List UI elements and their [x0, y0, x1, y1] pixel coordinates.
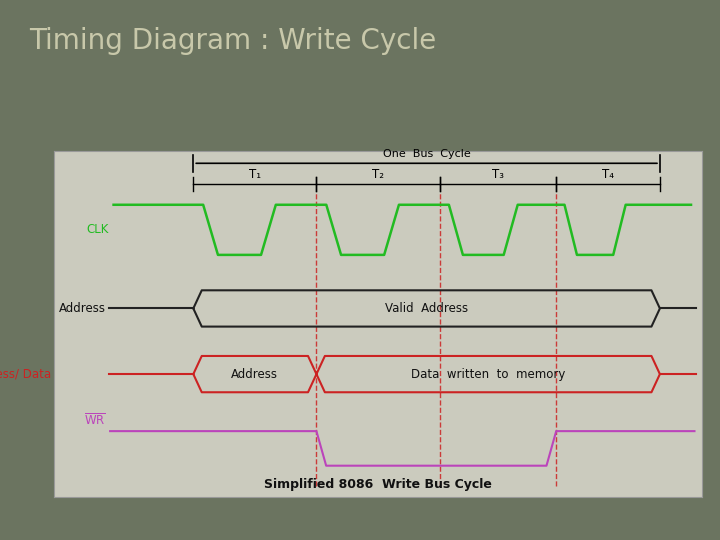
Text: T₂: T₂ [372, 168, 384, 181]
Text: Address/ Data: Address/ Data [0, 368, 50, 381]
Text: One  Bus  Cycle: One Bus Cycle [383, 149, 470, 159]
Text: Data  written  to  memory: Data written to memory [411, 368, 565, 381]
Text: Simplified 8086  Write Bus Cycle: Simplified 8086 Write Bus Cycle [264, 477, 492, 490]
Text: CLK: CLK [86, 224, 109, 237]
Text: T₃: T₃ [492, 168, 504, 181]
Text: Timing Diagram : Write Cycle: Timing Diagram : Write Cycle [29, 27, 436, 55]
Text: Address: Address [59, 302, 106, 315]
Text: T₄: T₄ [602, 168, 614, 181]
Text: $\overline{\rm WR}$: $\overline{\rm WR}$ [84, 413, 106, 428]
Text: T₁: T₁ [249, 168, 261, 181]
Text: Address: Address [231, 368, 279, 381]
Text: Valid  Address: Valid Address [385, 302, 468, 315]
